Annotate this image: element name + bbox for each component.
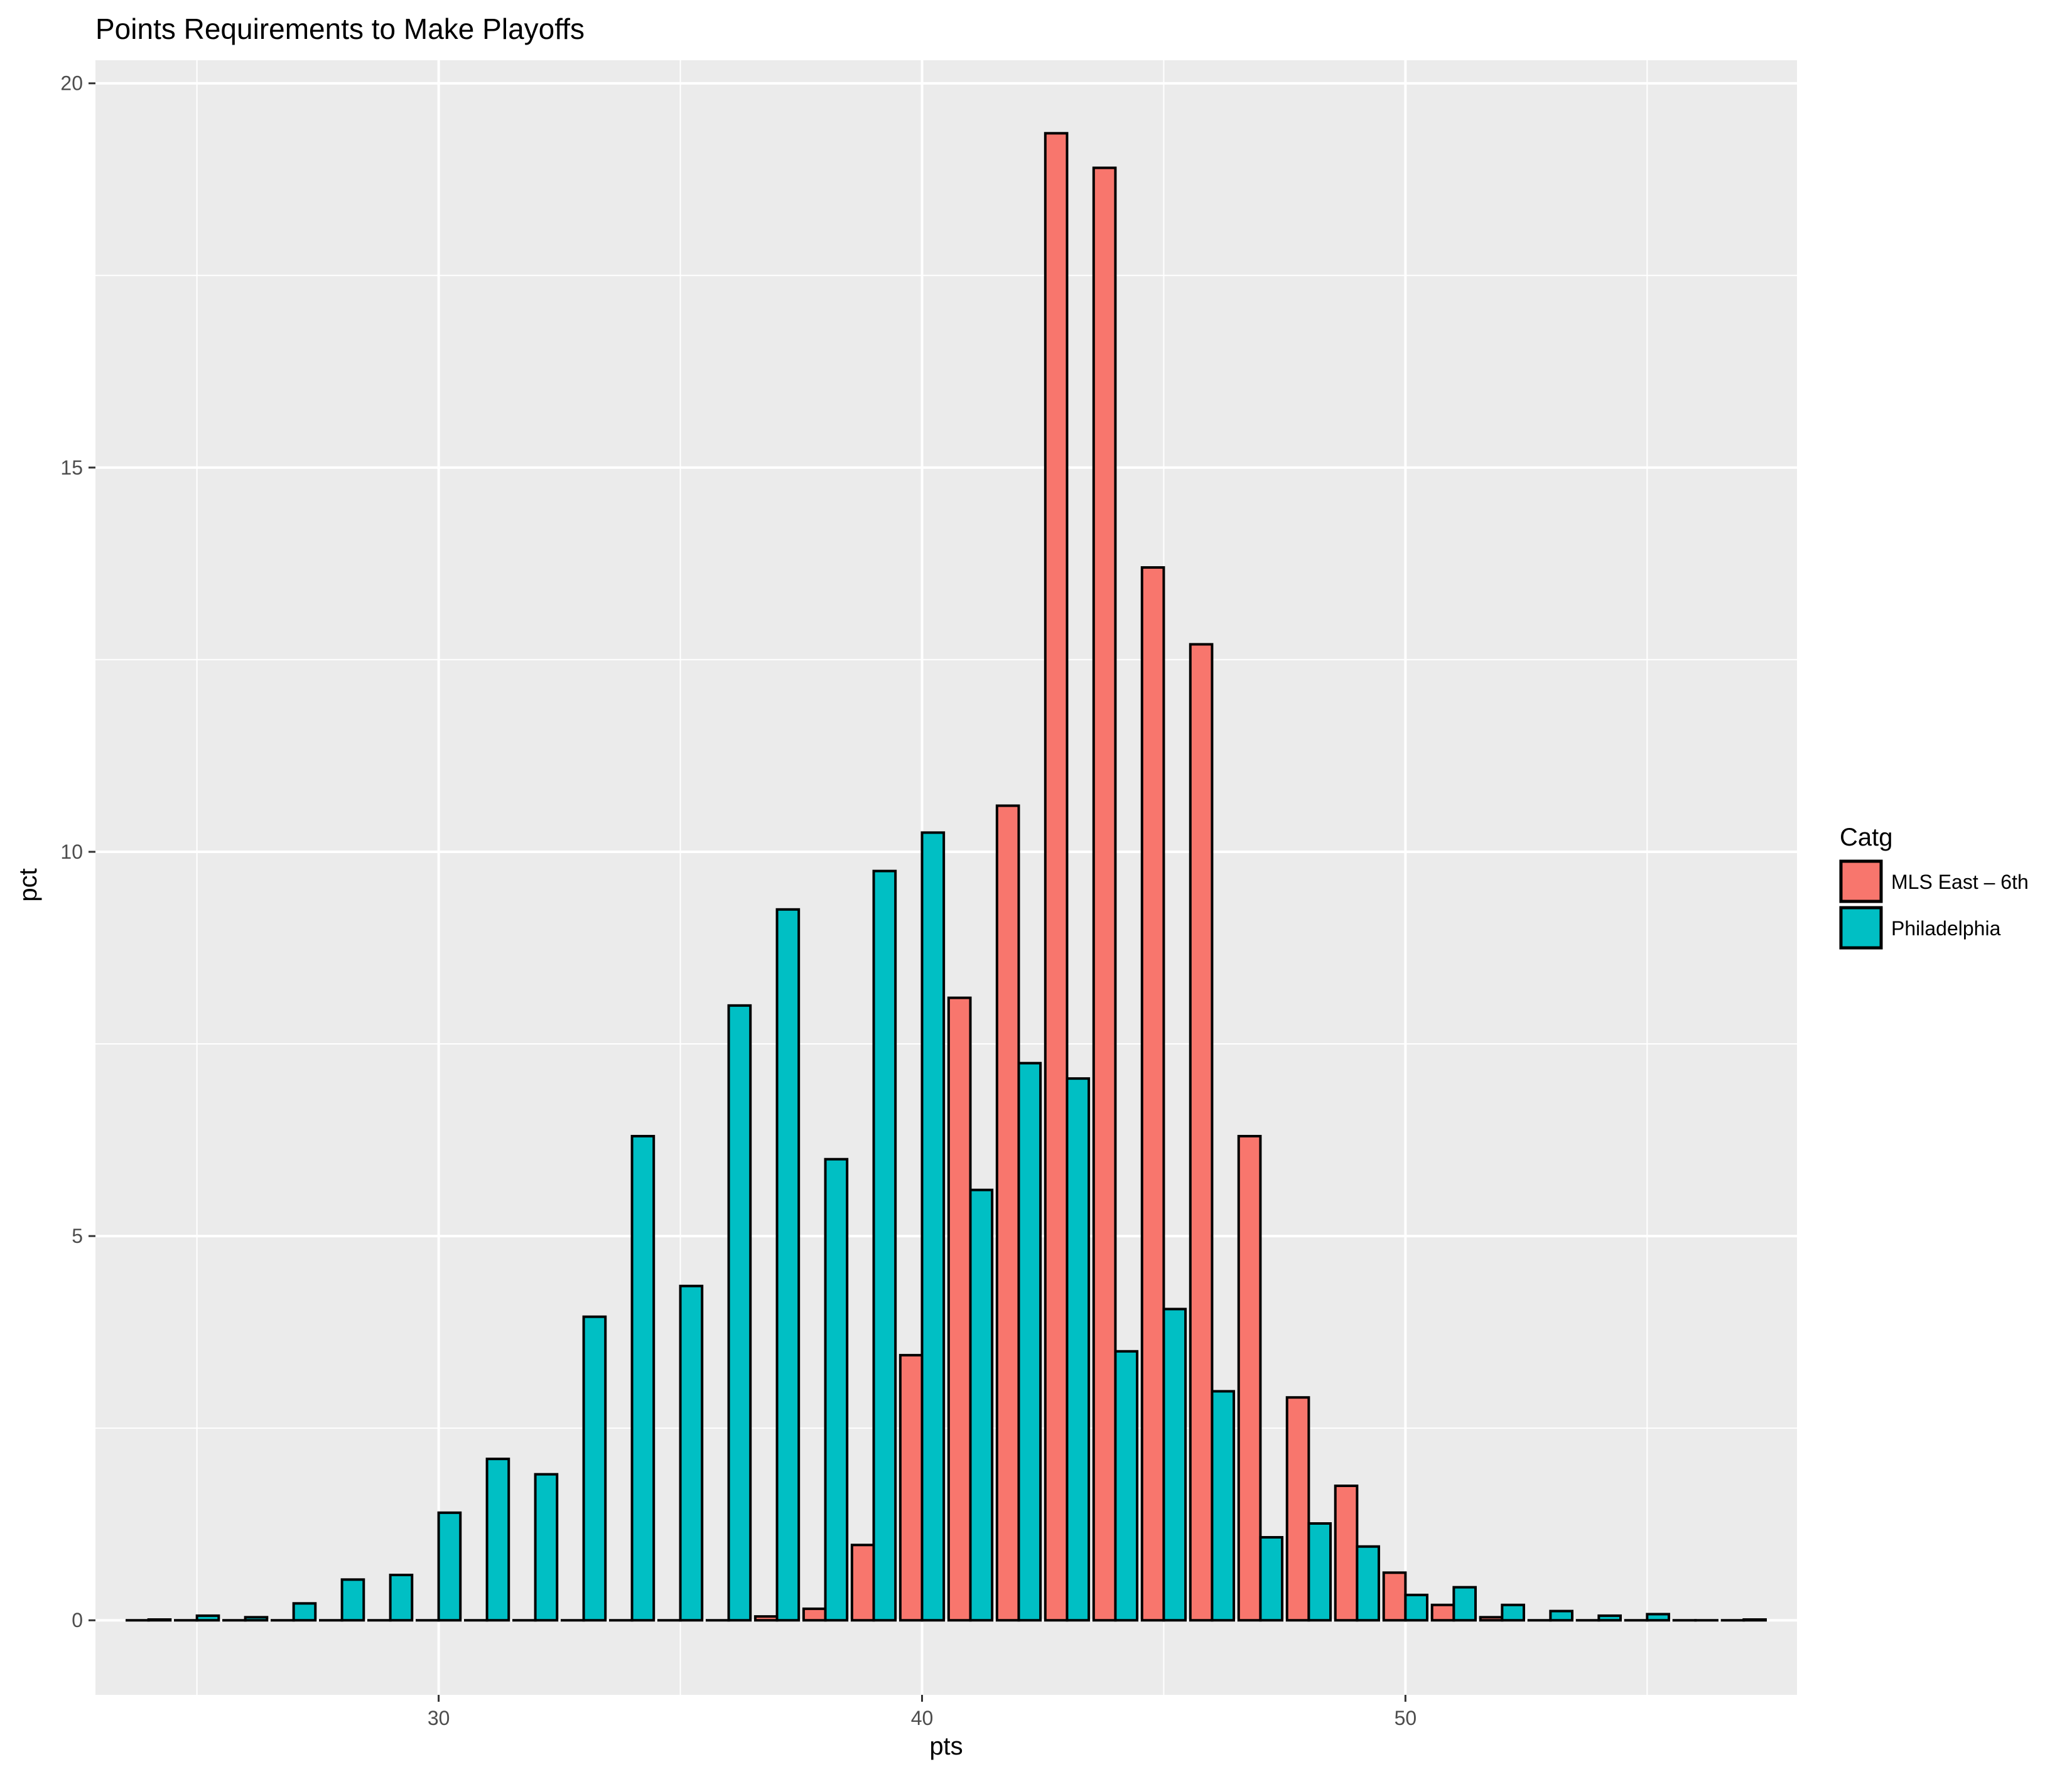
y-tick-label: 15 [60,456,83,479]
bars [126,132,1767,1622]
bar-philadelphia-45 [1162,1308,1187,1622]
bar-philadelphia-35 [679,1284,704,1622]
legend-swatch-mls-east-6th [1839,859,1883,903]
legend: Catg MLS East – 6th Philadelphia [1839,824,2029,950]
bar-philadelphia-32 [534,1473,559,1622]
bar-philadelphia-51 [1452,1586,1477,1622]
legend-label-mls-east-6th: MLS East – 6th [1891,871,2029,893]
y-tick-label: 0 [72,1609,83,1631]
bar-philadelphia-33 [582,1315,607,1622]
bar-mls-east-6th-50 [1382,1571,1407,1622]
plot-panel [95,60,1797,1695]
bar-philadelphia-52 [1501,1603,1526,1622]
y-tick-label: 20 [60,72,83,95]
bar-philadelphia-36 [727,1004,752,1622]
bar-philadelphia-49 [1356,1545,1381,1622]
bar-mls-east-6th-40 [898,1353,924,1622]
axes: 0 5 10 15 20 30 40 50 [60,72,1416,1729]
bar-mls-east-6th-51 [1430,1603,1455,1622]
bar-philadelphia-53 [1549,1609,1574,1622]
bar-philadelphia-50 [1404,1593,1429,1622]
bar-philadelphia-47 [1259,1536,1284,1622]
y-tick-label: 5 [72,1225,83,1247]
bar-mls-east-6th-37 [753,1615,779,1622]
bar-mls-east-6th-52 [1479,1616,1504,1622]
grid-lines [95,60,1797,1695]
bar-philadelphia-37 [775,908,801,1622]
bar-philadelphia-42 [1017,1061,1042,1622]
bar-mls-east-6th-45 [1140,566,1165,1622]
bar-philadelphia-30 [437,1511,462,1622]
bar-philadelphia-44 [1114,1350,1139,1622]
bar-philadelphia-25 [195,1614,220,1622]
legend-label-philadelphia: Philadelphia [1891,917,2001,940]
bar-philadelphia-28 [340,1578,365,1622]
bar-mls-east-6th-47 [1237,1134,1262,1622]
y-axis-title: pct [14,868,42,901]
bar-mls-east-6th-42 [995,804,1020,1622]
bar-mls-east-6th-41 [947,996,972,1622]
x-tick-label: 30 [428,1707,450,1729]
bar-philadelphia-26 [244,1616,269,1622]
bar-mls-east-6th-44 [1092,166,1117,1622]
bar-mls-east-6th-38 [802,1607,827,1622]
bar-philadelphia-29 [389,1574,414,1622]
bar-philadelphia-38 [824,1158,849,1622]
bar-philadelphia-54 [1597,1614,1622,1622]
chart-title: Points Requirements to Make Playoffs [95,13,585,45]
bar-philadelphia-27 [292,1602,317,1622]
bar-mls-east-6th-43 [1044,132,1069,1622]
bar-philadelphia-41 [969,1188,994,1622]
y-tick-label: 10 [60,841,83,863]
legend-title: Catg [1840,824,1893,851]
bar-philadelphia-48 [1307,1522,1332,1622]
bar-philadelphia-39 [872,869,897,1622]
x-axis-title: pts [929,1733,963,1760]
bar-philadelphia-55 [1646,1613,1670,1622]
bar-philadelphia-34 [630,1134,656,1622]
bar-philadelphia-31 [485,1458,510,1622]
x-tick-label: 40 [911,1707,934,1729]
bar-mls-east-6th-49 [1334,1485,1359,1622]
bar-mls-east-6th-39 [850,1544,875,1622]
bar-philadelphia-46 [1211,1390,1236,1622]
legend-swatch-philadelphia [1839,906,1883,950]
bar-mls-east-6th-48 [1285,1396,1310,1622]
x-tick-label: 50 [1395,1707,1417,1729]
bar-philadelphia-43 [1066,1077,1091,1622]
bar-mls-east-6th-46 [1189,643,1214,1622]
bar-philadelphia-40 [920,831,946,1622]
